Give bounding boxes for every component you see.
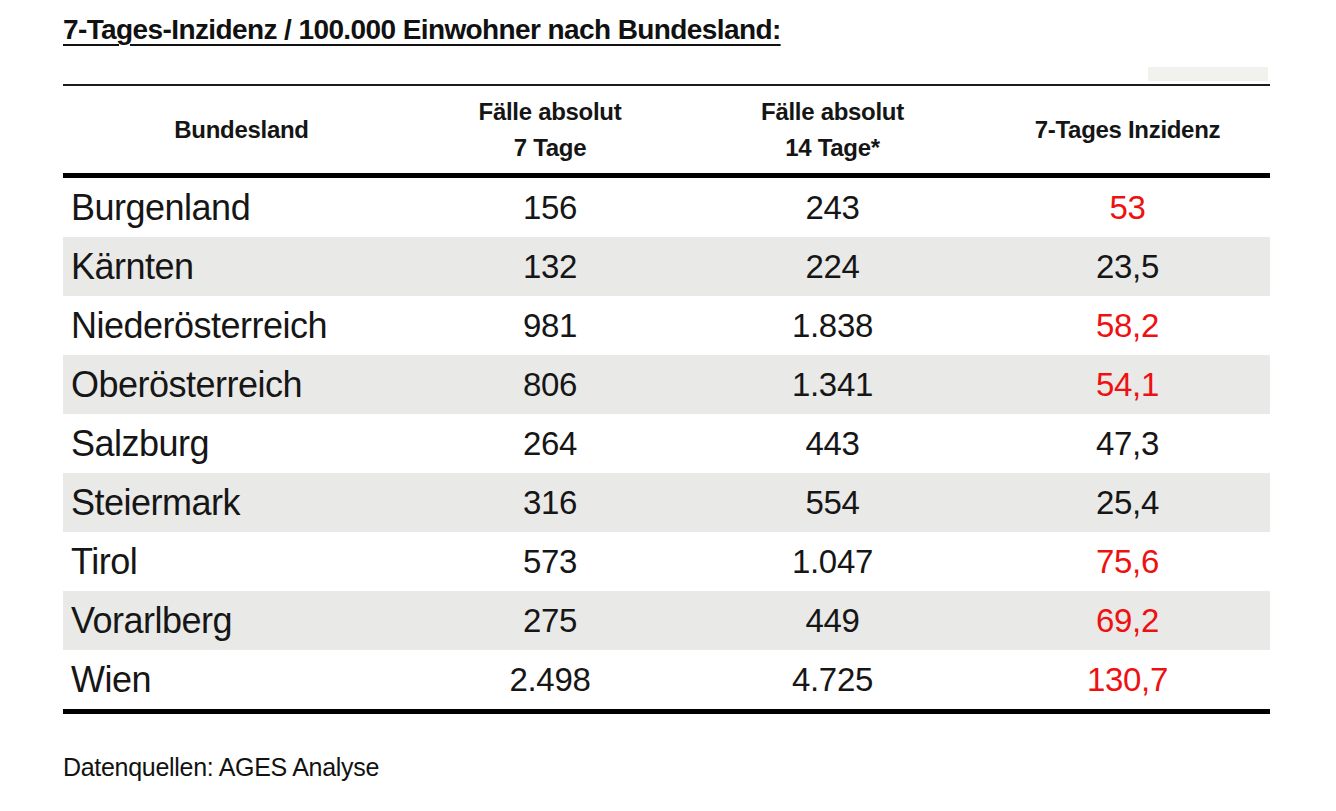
incidence-table: Bundesland Fälle absolut 7 Tage Fälle ab… [63,84,1270,714]
cell-inzidenz: 69,2 [985,602,1270,640]
cell-faelle-14-tage: 1.341 [680,366,985,404]
cell-bundesland: Steiermark [63,482,420,524]
cell-inzidenz: 47,3 [985,425,1270,463]
cell-faelle-14-tage: 554 [680,484,985,522]
cell-faelle-14-tage: 4.725 [680,661,985,699]
document-page: 7-Tages-Inzidenz / 100.000 Einwohner nac… [0,0,1336,811]
cell-faelle-7-tage: 132 [420,248,680,286]
decorative-rect [1148,67,1268,81]
data-source: Datenquellen: AGES Analyse [63,753,379,782]
table-row: Niederösterreich 981 1.838 58,2 [63,296,1270,355]
cell-bundesland: Tirol [63,541,420,583]
cell-faelle-7-tage: 156 [420,189,680,227]
cell-bundesland: Vorarlberg [63,600,420,642]
cell-faelle-7-tage: 316 [420,484,680,522]
column-header-line: Fälle absolut [680,94,985,130]
table-row: Vorarlberg 275 449 69,2 [63,591,1270,650]
column-header-line: Bundesland [63,112,420,148]
cell-inzidenz: 75,6 [985,543,1270,581]
table-body: Burgenland 156 243 53 Kärnten 132 224 23… [63,178,1270,714]
cell-inzidenz: 23,5 [985,248,1270,286]
cell-faelle-14-tage: 243 [680,189,985,227]
column-header-faelle-14-tage: Fälle absolut 14 Tage* [680,94,985,166]
cell-faelle-7-tage: 806 [420,366,680,404]
cell-inzidenz: 54,1 [985,366,1270,404]
cell-bundesland: Burgenland [63,187,420,229]
cell-bundesland: Niederösterreich [63,305,420,347]
table-row: Kärnten 132 224 23,5 [63,237,1270,296]
cell-inzidenz: 53 [985,189,1270,227]
cell-faelle-7-tage: 981 [420,307,680,345]
table-header-row: Bundesland Fälle absolut 7 Tage Fälle ab… [63,84,1270,178]
table-row: Salzburg 264 443 47,3 [63,414,1270,473]
column-header-line: Fälle absolut [420,94,680,130]
column-header-line: 7 Tage [420,130,680,166]
cell-faelle-7-tage: 573 [420,543,680,581]
cell-faelle-14-tage: 224 [680,248,985,286]
cell-faelle-7-tage: 2.498 [420,661,680,699]
table-row: Steiermark 316 554 25,4 [63,473,1270,532]
table-row: Wien 2.498 4.725 130,7 [63,650,1270,709]
table-row: Burgenland 156 243 53 [63,178,1270,237]
cell-bundesland: Salzburg [63,423,420,465]
cell-inzidenz: 58,2 [985,307,1270,345]
cell-bundesland: Kärnten [63,246,420,288]
cell-bundesland: Oberösterreich [63,364,420,406]
table-row: Oberösterreich 806 1.341 54,1 [63,355,1270,414]
cell-faelle-14-tage: 449 [680,602,985,640]
cell-faelle-7-tage: 275 [420,602,680,640]
column-header-bundesland: Bundesland [63,112,420,148]
page-title: 7-Tages-Inzidenz / 100.000 Einwohner nac… [63,14,781,46]
cell-faelle-14-tage: 443 [680,425,985,463]
cell-inzidenz: 25,4 [985,484,1270,522]
cell-faelle-14-tage: 1.047 [680,543,985,581]
column-header-line: 14 Tage* [680,130,985,166]
cell-faelle-7-tage: 264 [420,425,680,463]
table-row: Tirol 573 1.047 75,6 [63,532,1270,591]
column-header-faelle-7-tage: Fälle absolut 7 Tage [420,94,680,166]
cell-bundesland: Wien [63,659,420,701]
column-header-line: 7-Tages Inzidenz [985,112,1270,148]
cell-faelle-14-tage: 1.838 [680,307,985,345]
column-header-inzidenz: 7-Tages Inzidenz [985,112,1270,148]
cell-inzidenz: 130,7 [985,661,1270,699]
